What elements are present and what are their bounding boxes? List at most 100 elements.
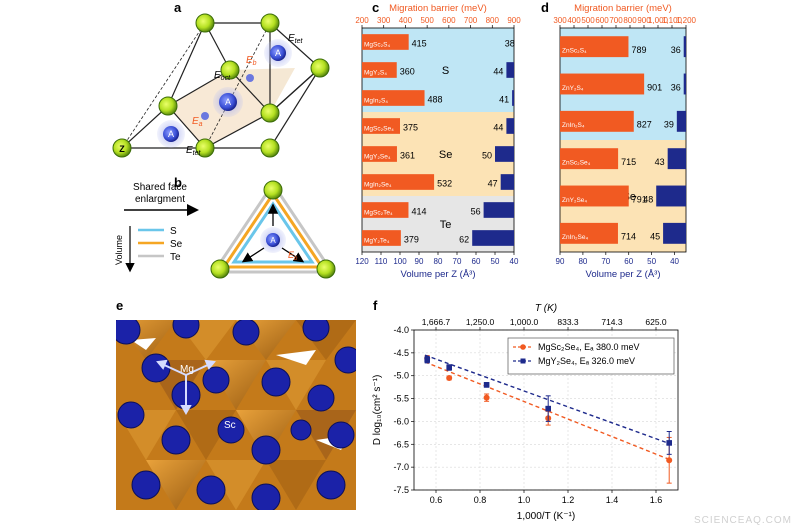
bottom-tick-label: 60 (472, 257, 481, 266)
z-spheres (112, 13, 330, 158)
barrier-bar (362, 34, 409, 50)
bottom-tick-label: 50 (647, 257, 656, 266)
top-tick-label: 700 (609, 16, 623, 25)
y-tick-label: -5.5 (393, 394, 409, 404)
displacement-arrow (281, 247, 305, 263)
panel-b-diagram: Shared face enlargment Volume S Se Te A … (114, 180, 336, 279)
volume-value: 62 (459, 235, 469, 245)
top-tick-label: 800 (623, 16, 637, 25)
a-site-label: A (225, 97, 231, 107)
top-tick-label: 400 (567, 16, 581, 25)
a-site-label: A (270, 236, 276, 245)
panel-label-a: a (174, 0, 182, 15)
x-tick-label: 0.8 (474, 495, 487, 505)
compound-label: ZnSc₂Se₄ (562, 160, 591, 167)
compound-label: ZnY₂Se₄ (562, 197, 587, 204)
x-tick-label: 0.6 (430, 495, 443, 505)
bottom-tick-label: 70 (601, 257, 610, 266)
volume-bar (500, 174, 514, 190)
volume-value: 50 (482, 151, 492, 161)
fit-line (424, 361, 672, 461)
barrier-bar (362, 90, 425, 106)
volume-bar (506, 62, 514, 78)
compound-label: MgY₂Se₄ (364, 153, 391, 160)
volume-label: Volume (114, 235, 124, 265)
top-tick-label: 833.3 (557, 317, 579, 327)
a-site-sphere (163, 126, 179, 142)
panel-f-chart: 0.6 0.8 1.0 1.2 1.4 1.6 1,000/T (K⁻¹) -4.0 -4.5 -… (372, 303, 679, 522)
data-point (545, 405, 551, 412)
barrier-value: 379 (404, 235, 419, 245)
z-site-label: Z (119, 144, 125, 154)
top-tick-label: 1,000 (648, 16, 669, 25)
compound-label: MgY₂Te₄ (364, 237, 390, 244)
barrier-bar (362, 118, 400, 134)
compound-label: MgY₂S₄ (364, 69, 387, 76)
volume-bar (683, 73, 686, 95)
bottom-tick-label: 80 (434, 257, 443, 266)
barrier-value: 789 (631, 45, 646, 55)
bottom-tick-label: 70 (453, 257, 462, 266)
triangle-s (231, 201, 315, 264)
volume-value: 36 (671, 45, 681, 55)
volume-value: 39 (664, 120, 674, 130)
compound-label: ZnIn₂Se₄ (562, 234, 588, 241)
a-site-sphere (266, 233, 280, 247)
y-tick-label: -5.0 (393, 371, 409, 381)
bottom-tick-label: 50 (491, 257, 500, 266)
data-point (446, 364, 452, 371)
panel-e-structure: Mg Sc (116, 320, 356, 510)
data-point (424, 356, 430, 363)
watermark: SCIENCEAQ.COM (693, 515, 792, 526)
bottom-tick-label: 40 (670, 257, 679, 266)
top-tick-label: 500 (581, 16, 595, 25)
e-a-label: Ea (192, 116, 203, 128)
legend-te: Te (170, 252, 181, 263)
data-point (666, 440, 672, 446)
bottom-tick-label: 90 (415, 257, 424, 266)
barrier-value: 714 (621, 232, 636, 242)
bottom-tick-label: 80 (578, 257, 587, 266)
volume-value: 36 (671, 82, 681, 92)
volume-bar (495, 146, 514, 162)
top-tick-label: 300 (377, 16, 391, 25)
panel-label-b: b (174, 175, 182, 190)
barrier-value: 360 (400, 67, 415, 77)
plot-frame (559, 27, 687, 253)
barrier-value: 375 (403, 123, 418, 133)
volume-value: 56 (471, 207, 481, 217)
compound-label: MgIn₂S₄ (364, 97, 388, 104)
volume-bar (683, 36, 686, 58)
volume-value: 38 (505, 39, 515, 49)
top-tick-label: 600 (595, 16, 609, 25)
data-point (483, 394, 490, 401)
volume-bar (656, 185, 686, 207)
bottom-tick-label: 100 (393, 257, 407, 266)
a-site-sphere (270, 45, 286, 61)
triangle-se (221, 191, 325, 269)
e-tet-bottom-label: Etet (186, 145, 202, 157)
barrier-value: 827 (637, 120, 652, 130)
shared-face-label: Shared face (133, 182, 187, 193)
compound-label: MgIn₂Se₄ (364, 181, 392, 188)
top-tick-label: 714.3 (601, 317, 623, 327)
data-point (483, 382, 490, 388)
plot-frame (413, 329, 679, 491)
x-tick-label: 1.0 (518, 495, 531, 505)
bottom-tick-label: 40 (510, 257, 519, 266)
barrier-value: 791 (632, 194, 647, 204)
barrier-value: 901 (647, 82, 662, 92)
top-tick-label: 1,100 (662, 16, 683, 25)
top-tick-label: 300 (553, 16, 567, 25)
barrier-bar (560, 110, 634, 132)
path-site (201, 112, 209, 120)
legend-entry: MgSc₂Se₄, Eₐ 380.0 meV (538, 342, 640, 352)
legend-s: S (170, 226, 177, 237)
x-tick-label: 1.6 (650, 495, 663, 505)
top-tick-label: 600 (442, 16, 456, 25)
compound-label: ZnIn₂S₄ (562, 122, 585, 129)
compound-label: MgSc₂S₄ (364, 41, 390, 48)
top-tick-label: 900 (637, 16, 651, 25)
compound-label: ZnY₂S₄ (562, 85, 584, 92)
shared-face-label-2: enlargment (135, 194, 185, 205)
